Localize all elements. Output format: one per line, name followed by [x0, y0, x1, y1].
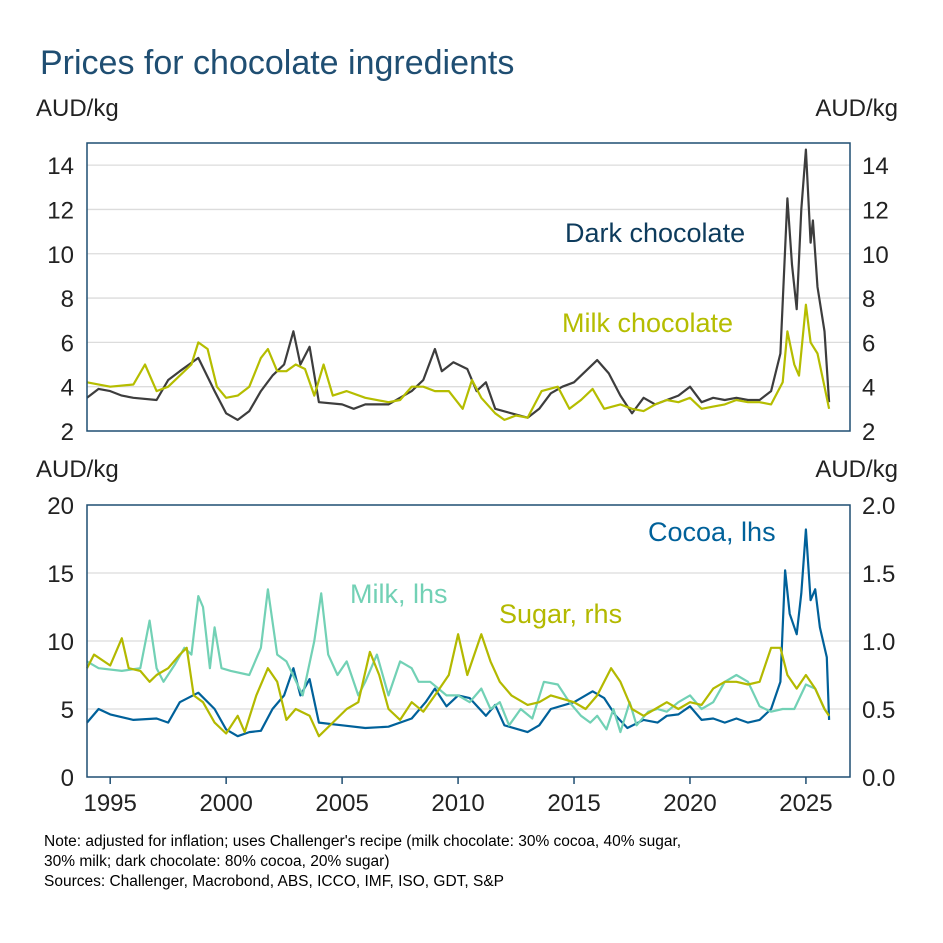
bottom-panel: 0 5 10 15 20 0.0 0.5 1.0 1.5 2.0 Cocoa, lhs Milk, l…	[47, 493, 895, 817]
series-label: Cocoa, lhs	[648, 517, 776, 547]
left-y-tick-label: 15	[47, 561, 74, 588]
right-y-tick-label: 1.0	[862, 629, 895, 656]
right-y-tick-label: 2.0	[862, 493, 895, 520]
right-y-tick-label: 8	[862, 286, 875, 313]
top-left-unit-label: AUD/kg	[36, 95, 119, 122]
right-y-tick-label: 6	[862, 330, 875, 357]
x-tick-label: 1995	[83, 790, 136, 817]
series-label: Milk chocolate	[562, 308, 733, 338]
series-line-milk-lhs	[86, 588, 831, 734]
series-label: Dark chocolate	[565, 218, 745, 248]
right-y-tick-label: 2	[862, 419, 875, 446]
left-y-tick-label: 4	[61, 375, 74, 402]
top-panel: 2 4 6 8 10 12 14 2 4 6 8 10 12 14 Dark chocolate Milk c…	[47, 142, 889, 446]
left-y-tick-label: 12	[47, 197, 74, 224]
plot-frame	[86, 504, 851, 778]
bottom-left-unit-label: AUD/kg	[36, 456, 119, 483]
x-tick-label: 2010	[431, 790, 484, 817]
x-tick-label: 2025	[779, 790, 832, 817]
x-tick-label: 2000	[199, 790, 252, 817]
left-y-tick-label: 5	[61, 697, 74, 724]
top-right-unit-label: AUD/kg	[815, 95, 898, 122]
right-y-tick-label: 14	[862, 153, 889, 180]
right-y-tick-label: 10	[862, 242, 889, 269]
left-y-tick-label: 20	[47, 493, 74, 520]
plot-frame	[86, 142, 851, 432]
right-y-tick-label: 1.5	[862, 561, 895, 588]
sources-line: Sources: Challenger, Macrobond, ABS, ICC…	[44, 873, 504, 890]
series-label: Sugar, rhs	[499, 599, 622, 629]
left-y-tick-label: 0	[61, 765, 74, 792]
series-line-dark-chocolate	[86, 148, 831, 421]
x-tick-label: 2005	[315, 790, 368, 817]
left-y-tick-label: 14	[47, 153, 74, 180]
left-y-tick-label: 6	[61, 330, 74, 357]
series-line-sugar-rhs	[86, 633, 831, 738]
left-y-tick-label: 10	[47, 242, 74, 269]
left-y-tick-label: 10	[47, 629, 74, 656]
left-y-tick-label: 8	[61, 286, 74, 313]
x-tick-label: 2020	[663, 790, 716, 817]
series-label: Milk, lhs	[350, 579, 448, 609]
x-tick-label: 2015	[547, 790, 600, 817]
note-line-1: Note: adjusted for inflation; uses Chall…	[44, 833, 681, 850]
chart-title: Prices for chocolate ingredients	[40, 44, 514, 82]
series-line-milk-chocolate	[86, 303, 831, 421]
note-line-2: 30% milk; dark chocolate: 80% cocoa, 20%…	[44, 853, 389, 870]
series-line-cocoa-lhs	[86, 528, 831, 738]
left-y-tick-label: 2	[61, 419, 74, 446]
right-y-tick-label: 12	[862, 197, 889, 224]
bottom-right-unit-label: AUD/kg	[815, 456, 898, 483]
right-y-tick-label: 4	[862, 375, 875, 402]
right-y-tick-label: 0.0	[862, 765, 895, 792]
right-y-tick-label: 0.5	[862, 697, 895, 724]
